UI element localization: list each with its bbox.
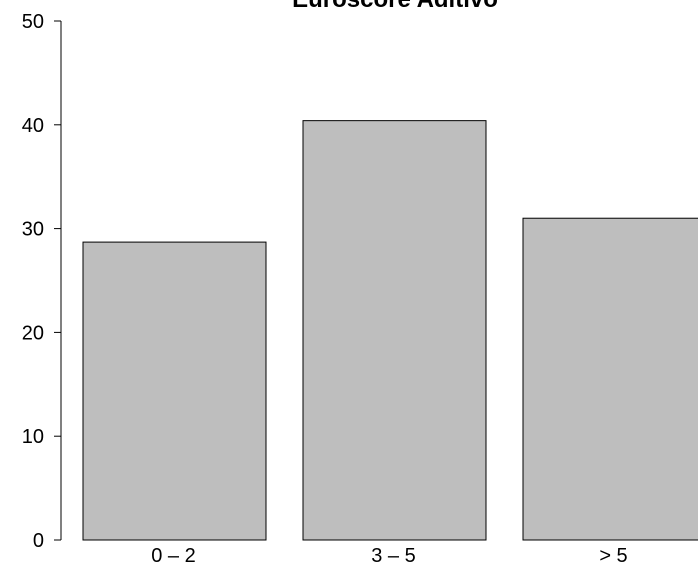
x-category-label: 0 – 2 [151, 545, 195, 567]
y-tick-label: 10 [22, 426, 44, 448]
bar [302, 120, 487, 541]
x-category-label: > 5 [599, 545, 627, 567]
y-axis: 0 10 20 30 40 50 [22, 11, 62, 552]
bars [82, 120, 698, 541]
y-tick-label: 40 [22, 115, 44, 137]
y-tick-label: 30 [22, 219, 44, 241]
y-tick-label: 50 [22, 11, 44, 33]
bar [522, 217, 698, 541]
y-tick-label: 20 [22, 322, 44, 344]
chart-title: Euroscore Aditivo [292, 0, 498, 13]
bar [82, 241, 267, 541]
y-tick-label: 0 [33, 530, 44, 552]
x-category-label: 3 – 5 [371, 545, 415, 567]
x-axis-labels: 0 – 2 3 – 5 > 5 [151, 545, 627, 567]
